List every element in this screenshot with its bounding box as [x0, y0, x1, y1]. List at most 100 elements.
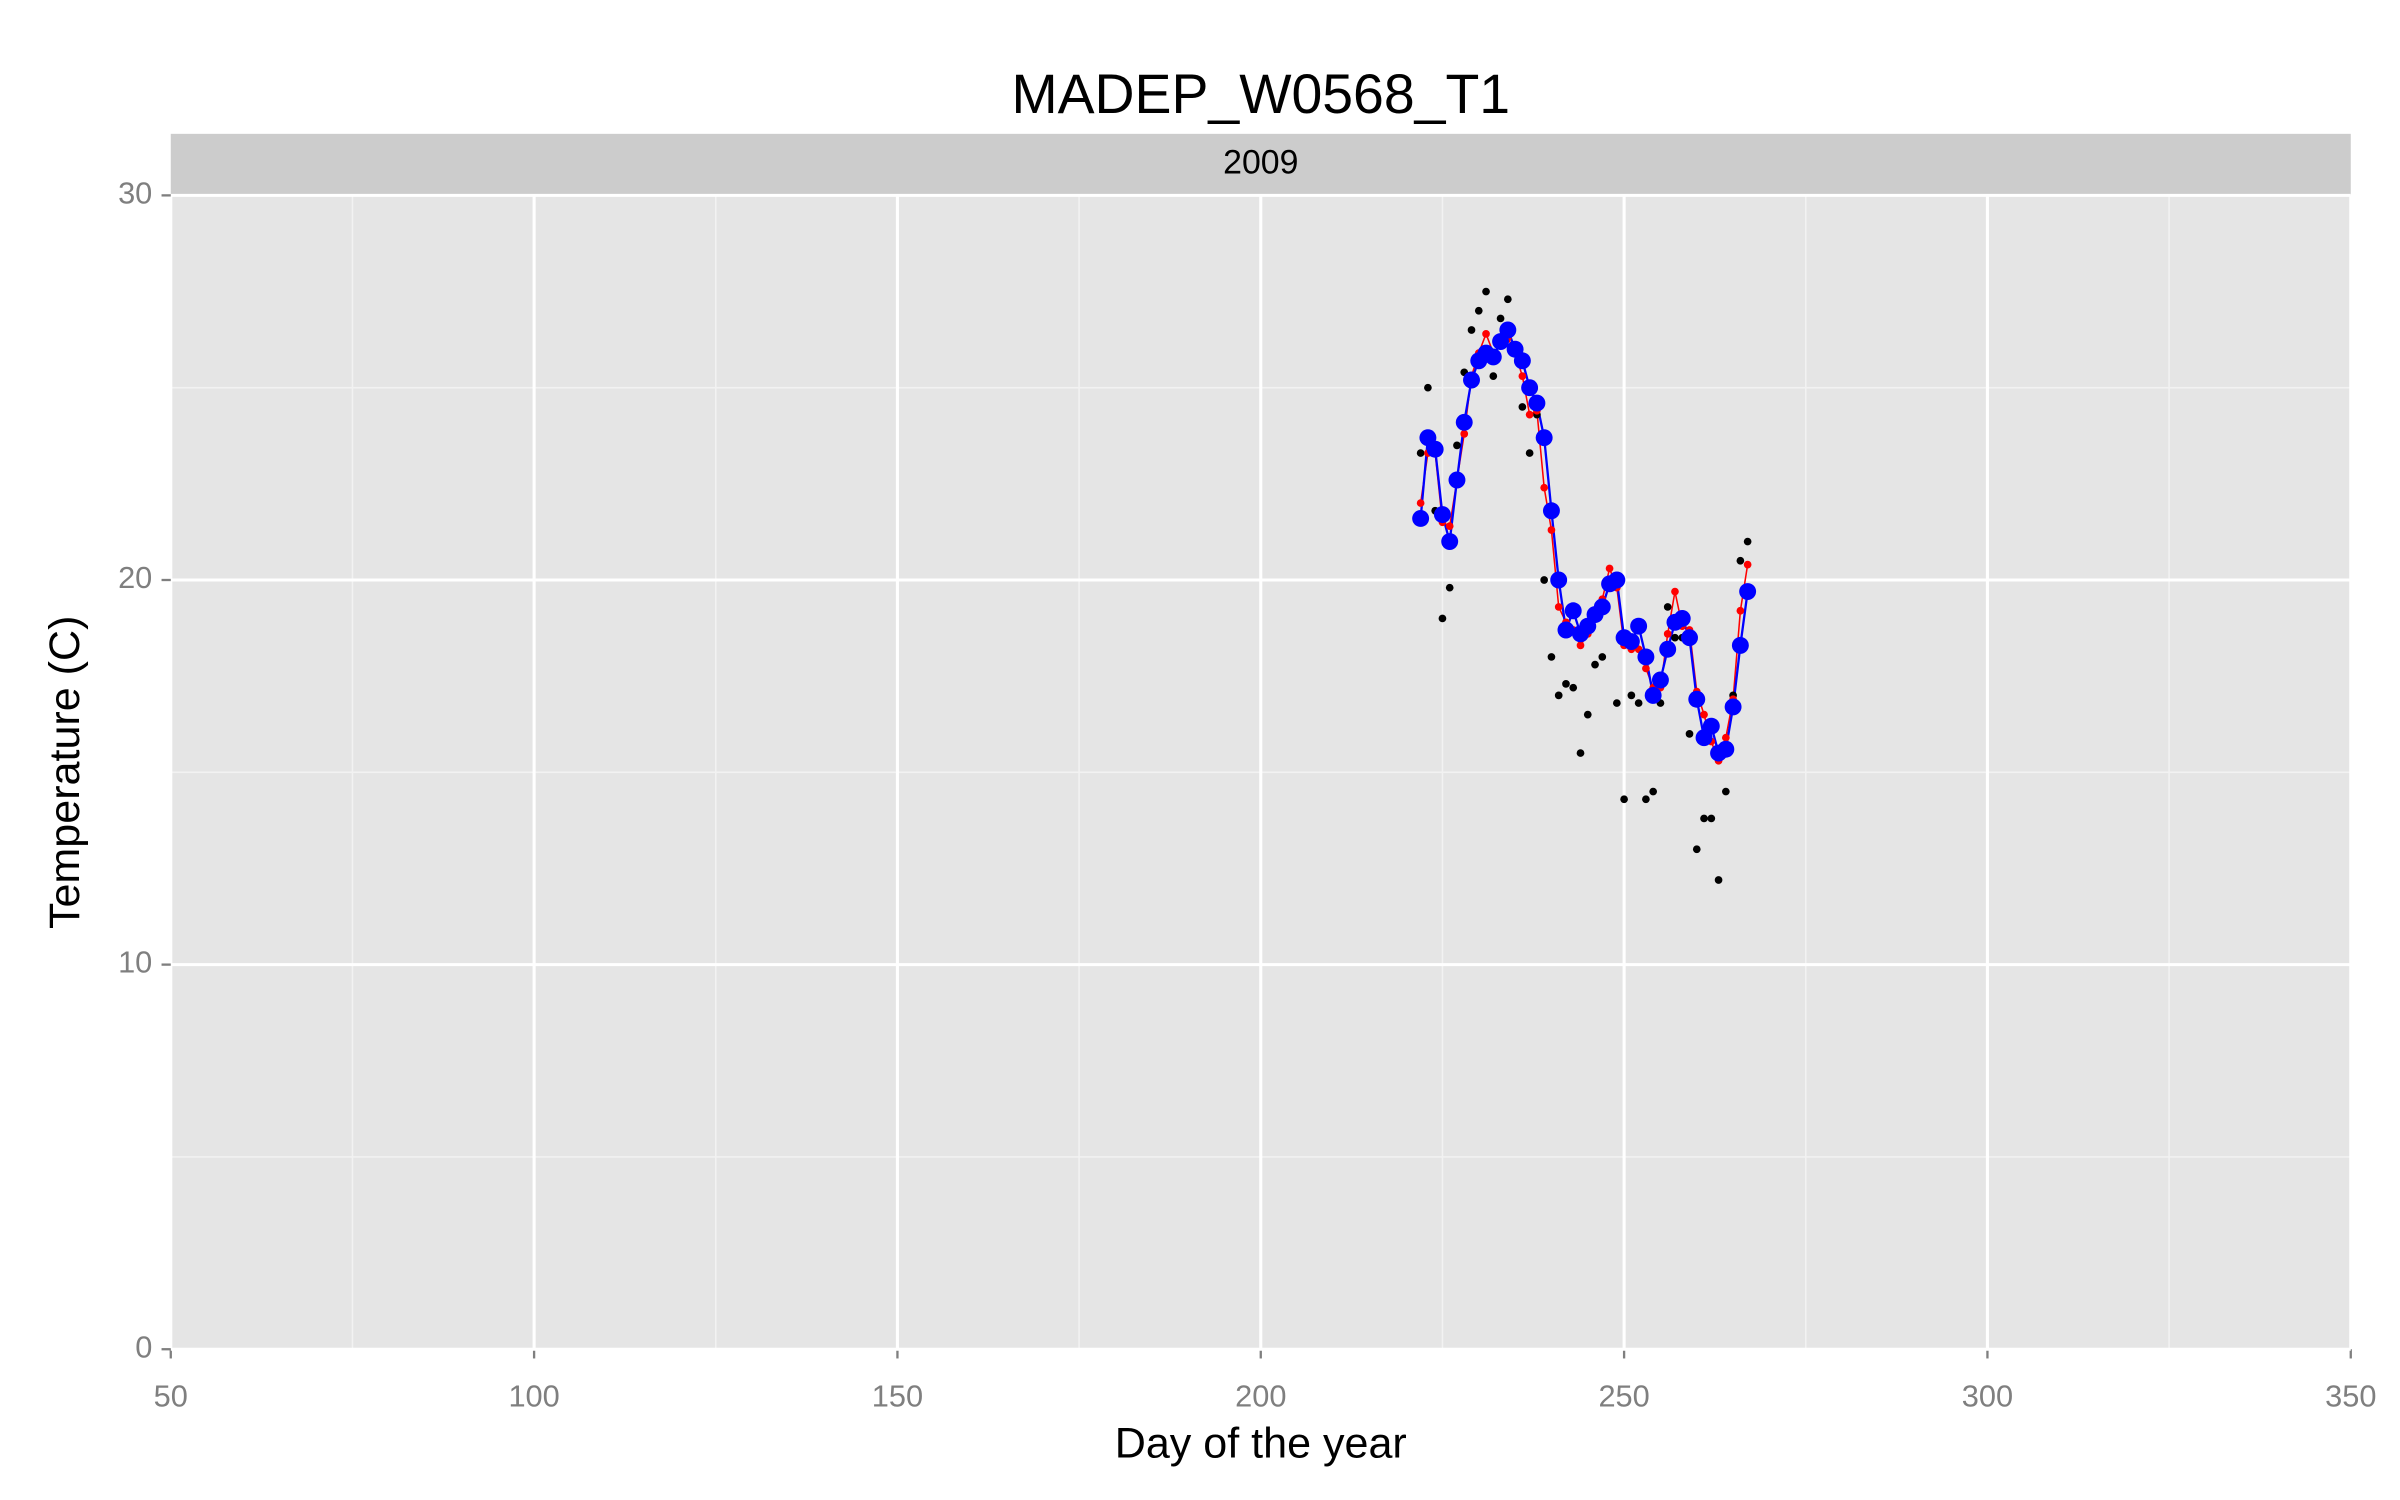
point — [1496, 314, 1505, 323]
point — [1692, 845, 1701, 854]
point — [1489, 372, 1498, 380]
point — [1455, 413, 1473, 431]
point — [1717, 740, 1735, 758]
point — [1554, 691, 1563, 700]
point — [1525, 410, 1534, 419]
point — [1557, 621, 1575, 639]
point — [1649, 787, 1658, 796]
point — [1721, 733, 1730, 742]
point — [1448, 471, 1466, 489]
point — [1736, 606, 1745, 615]
point — [1521, 379, 1539, 397]
point — [1474, 306, 1483, 315]
grid: 50 100 150 200 250 300 350 0 10 20 30 — [118, 176, 2376, 1414]
point — [1671, 587, 1679, 596]
marks — [1412, 287, 1757, 884]
point — [1634, 699, 1643, 707]
point — [1651, 671, 1669, 689]
point — [1593, 598, 1611, 616]
point — [1671, 633, 1679, 642]
x-tick-label: 350 — [2325, 1379, 2376, 1414]
point — [1554, 603, 1563, 611]
point — [1438, 614, 1447, 623]
point — [1642, 795, 1650, 804]
point — [1681, 629, 1698, 647]
point — [1482, 287, 1490, 296]
point — [1627, 691, 1636, 700]
point — [1608, 571, 1626, 589]
point — [1707, 814, 1716, 823]
point — [1426, 440, 1444, 458]
point — [1550, 571, 1568, 589]
point — [1547, 526, 1556, 534]
point — [1743, 537, 1752, 546]
point — [1518, 372, 1527, 380]
point — [1731, 636, 1749, 654]
x-tick-label: 200 — [1235, 1379, 1286, 1414]
point — [1721, 787, 1730, 796]
point — [1453, 441, 1461, 450]
x-tick-label: 250 — [1598, 1379, 1649, 1414]
point — [1644, 686, 1662, 704]
point — [1518, 403, 1527, 411]
point — [1642, 664, 1650, 673]
point — [1540, 483, 1549, 492]
point — [1714, 876, 1723, 884]
point — [1630, 617, 1648, 635]
point — [1412, 510, 1430, 527]
y-tick-label: 30 — [118, 176, 152, 211]
point — [1688, 690, 1706, 708]
point — [1463, 371, 1480, 389]
x-tick-label: 150 — [872, 1379, 923, 1414]
facet-label: 2009 — [1223, 144, 1298, 182]
point — [1620, 795, 1628, 804]
point — [1433, 506, 1451, 524]
point — [1598, 653, 1607, 661]
point — [1622, 633, 1640, 650]
point — [1535, 429, 1553, 447]
point — [1542, 502, 1560, 520]
point — [1591, 660, 1599, 669]
point — [1547, 653, 1556, 661]
point — [1569, 683, 1578, 692]
point — [1724, 698, 1742, 716]
point — [1513, 352, 1531, 370]
point — [1700, 710, 1708, 719]
point — [1499, 321, 1517, 339]
x-tick-label: 300 — [1962, 1379, 2013, 1414]
point — [1702, 717, 1720, 735]
y-tick-label: 0 — [135, 1329, 152, 1364]
point — [1525, 449, 1534, 457]
point — [1460, 430, 1469, 438]
point — [1416, 449, 1425, 457]
point — [1739, 583, 1757, 600]
point — [1700, 814, 1708, 823]
point — [1564, 602, 1582, 620]
point — [1445, 522, 1454, 530]
point — [1540, 576, 1549, 584]
point — [1562, 680, 1570, 688]
x-tick-label: 50 — [154, 1379, 188, 1414]
point — [1484, 348, 1502, 366]
point — [1445, 583, 1454, 592]
point — [1637, 648, 1655, 666]
point — [1416, 499, 1425, 507]
point — [1612, 699, 1621, 707]
point — [1605, 564, 1614, 573]
point — [1482, 330, 1490, 338]
facet-strip — [170, 133, 2351, 196]
point — [1503, 295, 1512, 304]
point — [1743, 560, 1752, 569]
point — [1441, 533, 1459, 550]
point — [1576, 749, 1585, 757]
y-axis-label: Temperature (C) — [41, 616, 89, 930]
point — [1673, 610, 1691, 627]
x-axis-label: Day of the year — [1115, 1420, 1407, 1468]
point — [1576, 641, 1585, 650]
chart-title: MADEP_W0568_T1 — [1011, 63, 1510, 125]
point — [1736, 556, 1745, 565]
point — [1528, 394, 1546, 412]
point — [1659, 640, 1677, 658]
